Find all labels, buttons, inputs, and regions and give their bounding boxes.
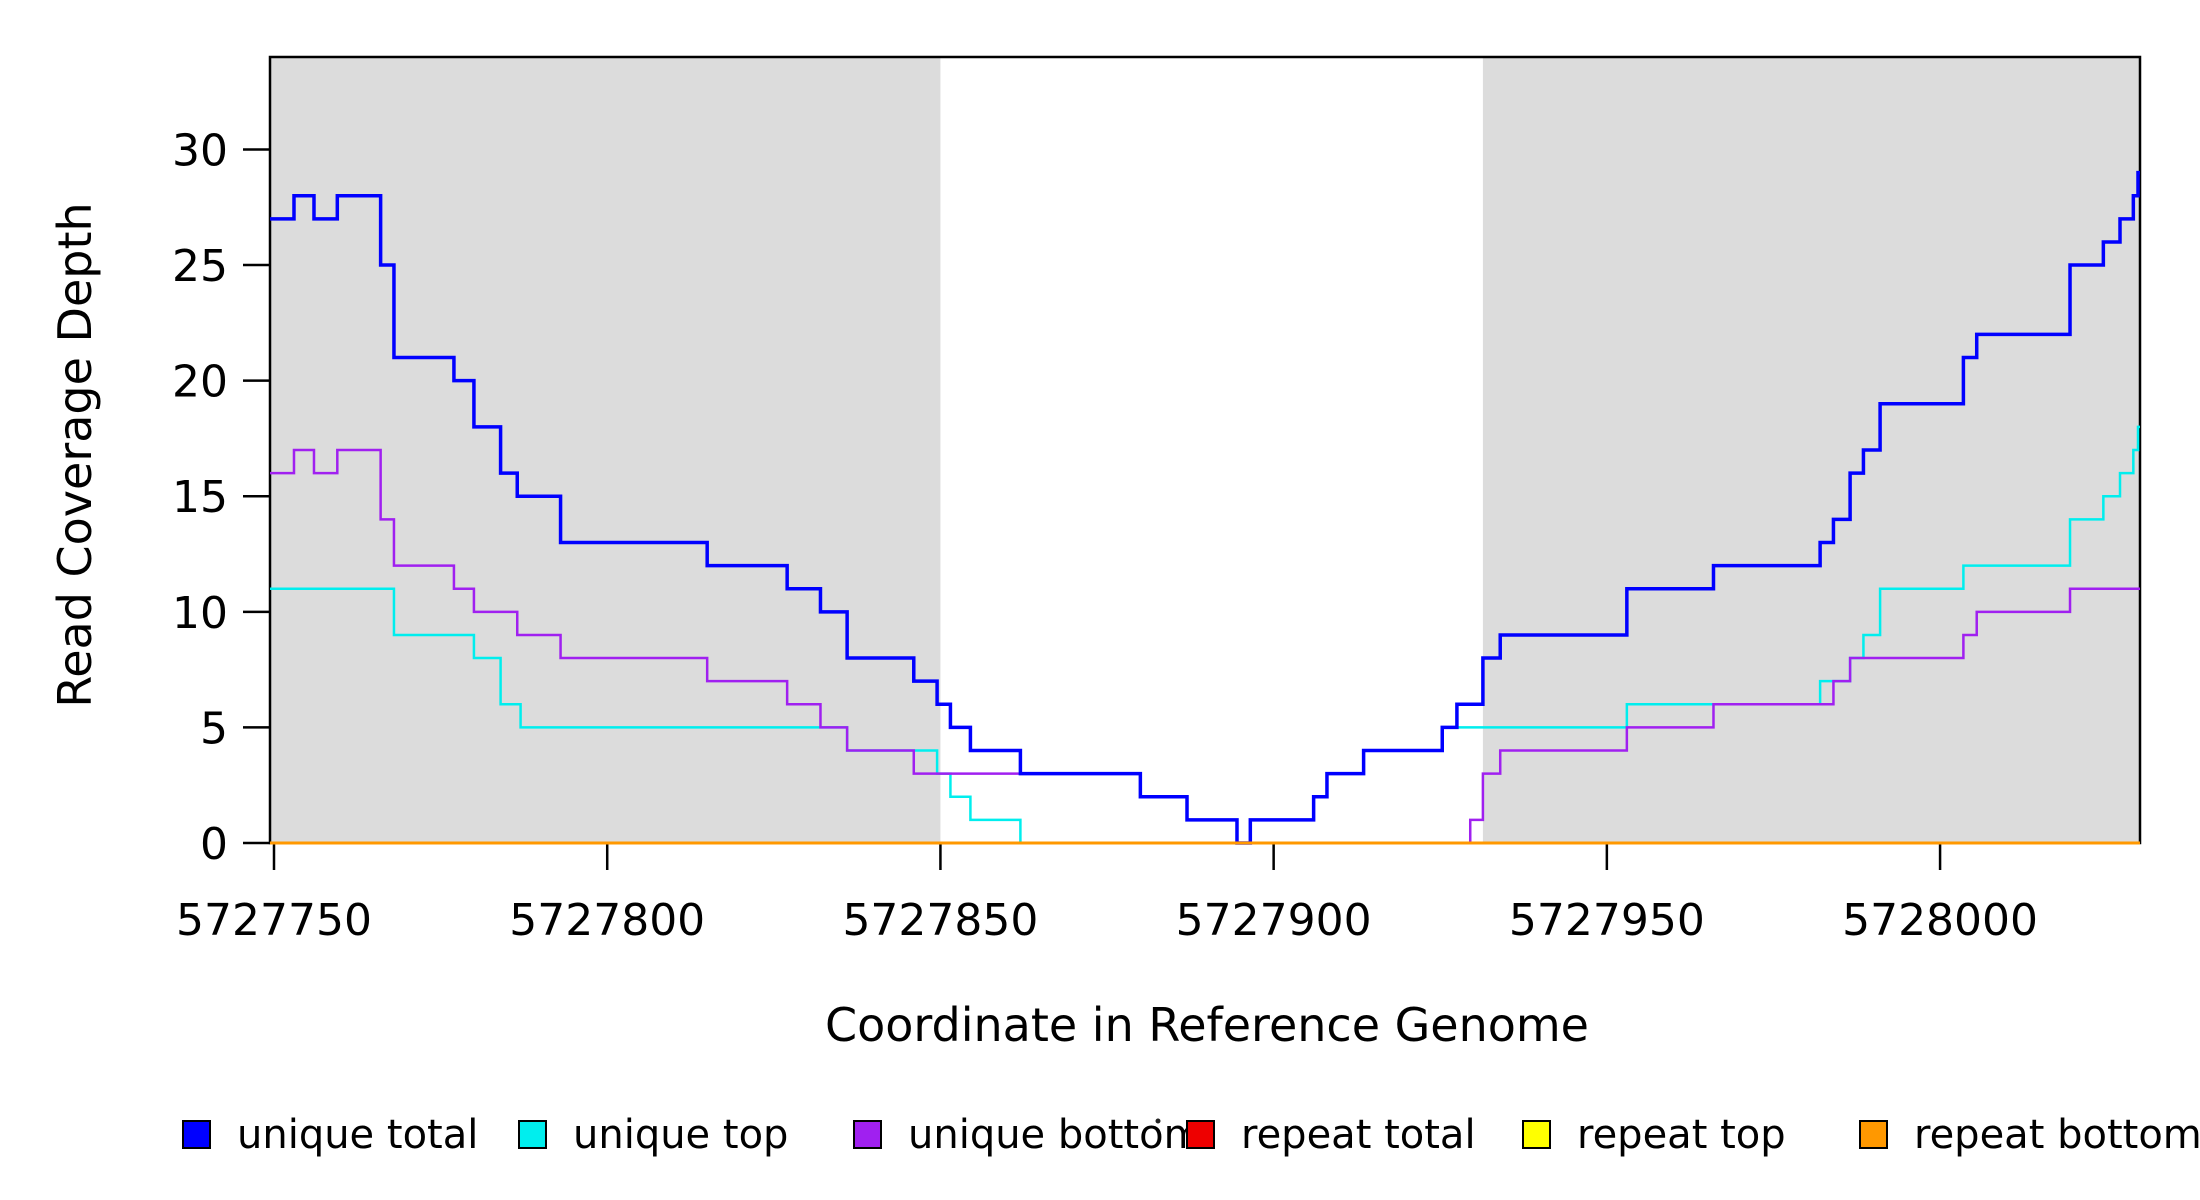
x-tick-label: 5727950: [1509, 895, 1705, 946]
legend-swatch-unique-bottom: [853, 1120, 882, 1149]
legend-swatch-repeat-bottom: [1859, 1120, 1888, 1149]
legend-label: unique total: [237, 1112, 478, 1158]
y-tick-label: 15: [172, 472, 228, 523]
shaded-region: [1482, 57, 2140, 843]
legend-label: unique top: [573, 1112, 788, 1158]
legend-label: repeat top: [1577, 1112, 1786, 1158]
x-tick-label: 5728000: [1842, 895, 2038, 946]
legend-swatch-repeat-top: [1522, 1120, 1551, 1149]
legend-label: repeat bottom: [1914, 1112, 2200, 1158]
y-tick-label: 10: [172, 588, 228, 639]
series-unique-bottom: [270, 448, 2140, 845]
x-tick-label: 5727850: [842, 895, 1038, 946]
legend-swatch-unique-total: [182, 1120, 211, 1149]
x-tick-label: 5727900: [1176, 895, 1372, 946]
legend-swatch-repeat-total: [1186, 1120, 1215, 1149]
y-tick-label: 20: [172, 357, 228, 408]
legend-swatch-unique-top: [518, 1120, 547, 1149]
y-tick-label: 30: [172, 125, 228, 176]
y-tick-label: 5: [200, 703, 228, 754]
x-axis-title: Coordinate in Reference Genome: [825, 998, 1589, 1052]
legend-label: unique bottom: [908, 1112, 1203, 1158]
stray-dot: [1155, 1118, 1161, 1124]
x-tick-label: 5727800: [509, 895, 705, 946]
y-tick-label: 25: [172, 241, 228, 292]
y-tick-label: 0: [200, 819, 228, 870]
x-tick-label: 5727750: [176, 895, 372, 946]
legend-label: repeat total: [1241, 1112, 1476, 1158]
y-axis-title: Read Coverage Depth: [48, 202, 102, 708]
